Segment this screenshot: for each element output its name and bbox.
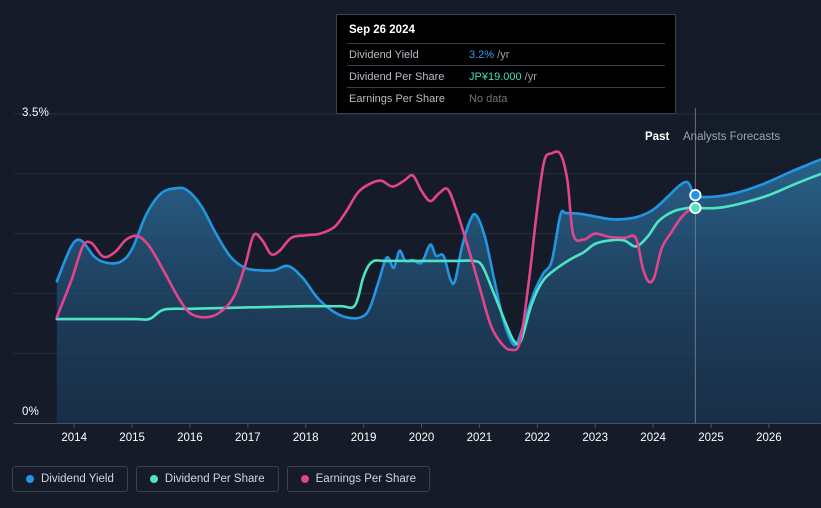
dividend-yield-marker bbox=[689, 189, 702, 202]
chart-tooltip: Sep 26 2024 Dividend Yield 3.2% /yr Divide… bbox=[336, 14, 676, 114]
x-axis-tick-2025: 2025 bbox=[698, 432, 724, 444]
x-axis-tick-2023: 2023 bbox=[582, 432, 608, 444]
x-axis-tick-2020: 2020 bbox=[408, 432, 435, 444]
legend-item-earnings-per-share[interactable]: Earnings Per Share bbox=[286, 466, 430, 492]
dividend-per-share-marker bbox=[689, 201, 702, 215]
legend-item-dividend-yield[interactable]: Dividend Yield bbox=[12, 466, 128, 492]
tooltip-row-label: Earnings Per Share bbox=[349, 92, 445, 105]
tooltip-rows: Dividend Yield 3.2% /yr Dividend Per Share… bbox=[347, 43, 665, 109]
x-axis-tick-2017: 2017 bbox=[235, 432, 261, 444]
tooltip-row-value: 3.2% /yr bbox=[469, 48, 510, 61]
chart-legend: Dividend Yield Dividend Per Share Earnings… bbox=[12, 466, 430, 492]
legend-color-dot bbox=[26, 475, 34, 483]
series-layer bbox=[55, 150, 821, 423]
tooltip-row-value: No data bbox=[469, 92, 508, 105]
dividend-per-share-line bbox=[55, 172, 821, 346]
x-axis-tick-2019: 2019 bbox=[350, 432, 377, 444]
y-axis-label-max: 3.5% bbox=[22, 107, 50, 119]
tooltip-row: Dividend Yield 3.2% /yr bbox=[347, 43, 665, 65]
earnings-per-share-line bbox=[55, 150, 695, 352]
x-axis-tick-2021: 2021 bbox=[466, 432, 493, 444]
past-label: Past bbox=[645, 131, 670, 143]
x-axis-tick-2018: 2018 bbox=[292, 432, 319, 444]
legend-color-dot bbox=[149, 475, 158, 483]
tooltip-row-label: Dividend Per Share bbox=[349, 70, 445, 83]
dividend-yield-area bbox=[56, 159, 821, 423]
y-axis-label-min: 0% bbox=[22, 406, 40, 418]
x-axis-tick-2016: 2016 bbox=[177, 432, 203, 444]
legend-item-dividend-per-share[interactable]: Dividend Per Share bbox=[135, 466, 279, 492]
value-markers bbox=[689, 189, 702, 215]
x-axis-tick-2024: 2024 bbox=[640, 432, 666, 444]
analysts-forecasts-label: Analysts Forecasts bbox=[683, 131, 781, 143]
tooltip-row: Earnings Per Share No data bbox=[347, 87, 665, 109]
x-axis-tick-2015: 2015 bbox=[119, 432, 145, 444]
dividend-yield-line bbox=[55, 157, 821, 347]
x-axis-tick-2014: 2014 bbox=[61, 432, 87, 444]
tooltip-row-unit: /yr bbox=[521, 70, 537, 83]
tooltip-date: Sep 26 2024 bbox=[349, 24, 415, 36]
legend-item-label: Dividend Per Share bbox=[164, 473, 265, 485]
legend-item-label: Earnings Per Share bbox=[315, 473, 416, 485]
tooltip-row-value: JP¥19.000 /yr bbox=[469, 70, 537, 83]
legend-color-dot bbox=[300, 475, 309, 483]
legend-item-label: Dividend Yield bbox=[41, 473, 114, 485]
tooltip-row: Dividend Per Share JP¥19.000 /yr bbox=[347, 65, 665, 87]
tooltip-row-label: Dividend Yield bbox=[349, 48, 419, 61]
x-axis-tick-2022: 2022 bbox=[524, 432, 551, 444]
x-axis-tick-2026: 2026 bbox=[756, 432, 782, 444]
tooltip-row-unit: /yr bbox=[494, 48, 510, 61]
